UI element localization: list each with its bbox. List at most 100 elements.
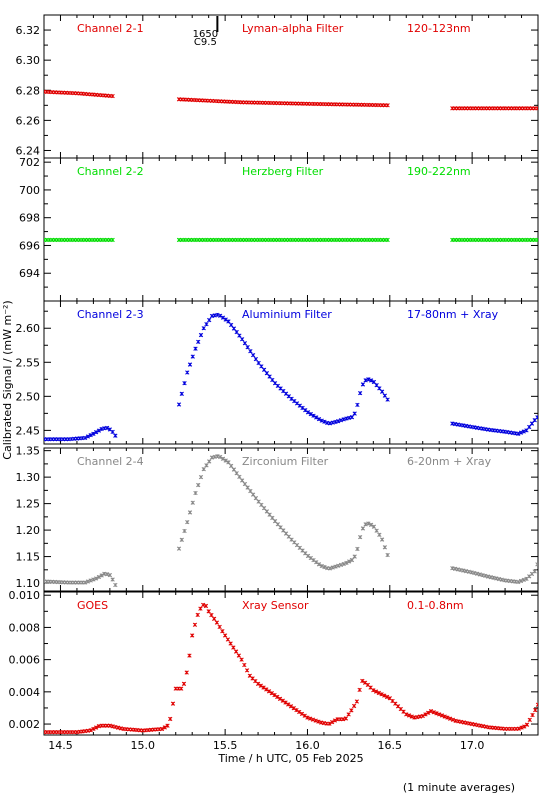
- data-point: [159, 726, 165, 732]
- data-point: [110, 237, 115, 243]
- y-tick-label: 1.25: [16, 498, 41, 511]
- y-tick-label: 1.30: [16, 471, 41, 484]
- data-point: [316, 416, 322, 422]
- data-point: [385, 397, 390, 402]
- data-point: [181, 681, 187, 686]
- data-point: [338, 418, 344, 423]
- data-point: [170, 701, 176, 706]
- data-point: [245, 485, 250, 490]
- data-point: [314, 415, 319, 420]
- data-point: [379, 389, 385, 394]
- series-points: [44, 237, 538, 243]
- data-point: [231, 467, 237, 472]
- band-label: 17-80nm + Xray: [407, 308, 499, 321]
- y-tick-label: 6.30: [16, 54, 41, 67]
- data-point: [93, 725, 99, 730]
- data-point: [377, 386, 382, 391]
- data-point: [250, 492, 256, 497]
- data-point: [308, 716, 313, 721]
- data-point: [379, 692, 384, 697]
- data-point: [264, 509, 270, 514]
- data-point: [236, 653, 242, 658]
- data-point: [204, 321, 209, 327]
- data-point: [239, 657, 244, 662]
- data-point: [360, 382, 366, 387]
- data-point: [245, 345, 250, 350]
- y-tick-label: 6.28: [16, 84, 41, 97]
- data-point: [406, 713, 412, 718]
- data-point: [195, 612, 200, 618]
- data-point: [382, 545, 388, 550]
- y-tick-label: 1.15: [16, 551, 41, 564]
- data-point: [237, 474, 242, 480]
- data-point: [229, 463, 234, 469]
- data-point: [264, 687, 269, 692]
- data-point: [201, 326, 206, 331]
- data-point: [305, 410, 311, 415]
- data-point: [259, 364, 264, 369]
- data-point: [442, 714, 447, 719]
- data-point: [187, 362, 193, 367]
- y-tick-label: 696: [19, 239, 40, 252]
- data-point: [330, 719, 335, 725]
- data-point: [96, 574, 102, 580]
- channel-label: GOES: [77, 599, 108, 612]
- data-point: [182, 381, 187, 386]
- data-point: [347, 559, 352, 564]
- data-point: [231, 645, 236, 650]
- panel-2: 694 696 698 700 702 Channel 2-2 Herzberg Filte…: [19, 156, 539, 302]
- data-point: [220, 629, 225, 634]
- flare-marker: 1650 C9.5: [193, 16, 219, 48]
- data-point: [253, 356, 259, 362]
- data-point: [259, 502, 264, 508]
- panel-frame: [43, 300, 539, 445]
- data-point: [385, 103, 390, 108]
- data-point: [428, 709, 434, 714]
- panel-frame: [43, 14, 539, 159]
- data-point: [316, 719, 321, 724]
- data-point: [288, 704, 294, 709]
- data-point: [336, 419, 341, 424]
- data-point: [226, 319, 231, 324]
- data-point: [516, 579, 521, 585]
- filter-label: Aluminium Filter: [242, 308, 332, 321]
- data-point: [192, 622, 198, 627]
- data-point: [313, 718, 318, 723]
- panel-frame: [43, 591, 539, 736]
- data-point: [275, 694, 280, 700]
- y-tick-label: 2.45: [16, 424, 41, 437]
- data-point: [319, 563, 324, 569]
- data-point: [214, 620, 220, 625]
- data-point: [373, 689, 379, 694]
- data-point: [209, 612, 214, 618]
- data-point: [516, 431, 521, 436]
- channel-label: Channel 2-2: [77, 165, 144, 178]
- data-point: [355, 546, 360, 552]
- averaging-note: (1 minute averages): [403, 781, 515, 794]
- data-point: [201, 602, 206, 608]
- data-point: [256, 499, 261, 504]
- data-point: [207, 459, 212, 464]
- data-point: [196, 339, 201, 345]
- data-point: [255, 681, 261, 686]
- data-point: [352, 411, 357, 416]
- data-point: [165, 723, 170, 728]
- data-point: [297, 709, 302, 715]
- data-point: [434, 711, 439, 716]
- data-point: [88, 578, 93, 583]
- data-point: [277, 696, 283, 701]
- data-point: [190, 500, 195, 505]
- flare-marker-time: 1650: [193, 29, 218, 40]
- data-point: [529, 421, 535, 426]
- y-tick-label: 2.60: [16, 322, 41, 335]
- data-point: [198, 606, 203, 611]
- data-point: [533, 707, 538, 713]
- data-point: [366, 377, 371, 382]
- data-point: [261, 505, 267, 511]
- data-point: [234, 329, 239, 335]
- series-points: [44, 602, 538, 735]
- data-point: [346, 712, 351, 717]
- data-point: [267, 512, 272, 517]
- data-point: [179, 391, 184, 396]
- data-point: [382, 693, 387, 698]
